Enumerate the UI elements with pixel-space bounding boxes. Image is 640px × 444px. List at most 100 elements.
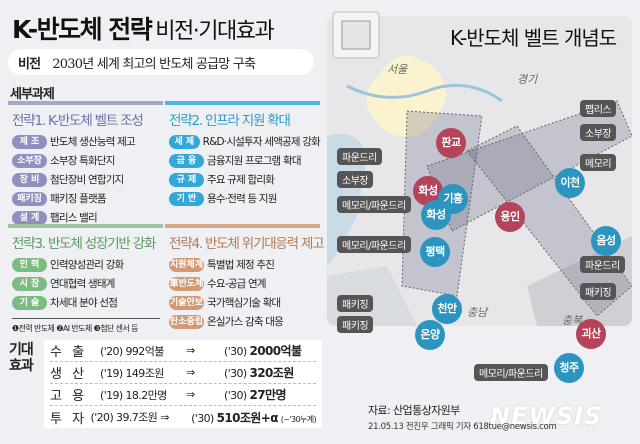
city-pyeongtaek: 평택 bbox=[420, 237, 450, 267]
list-item: 설 계 팹리스 밸리 bbox=[12, 208, 163, 227]
strategy-note: ❶전력 반도체 ❷AI 반도체 ❸첨단 센서 등 bbox=[12, 318, 160, 334]
newsis-logo: NEWSIS bbox=[490, 402, 603, 430]
strategy-1: 전략1. K-반도체 벨트 조성 제 조 반도체 생산능력 제고 소부장 소부장 특… bbox=[8, 101, 163, 227]
tag-badge: 장 비 bbox=[12, 172, 47, 187]
label-sobujang-right: 소부장 bbox=[580, 124, 617, 141]
target-year: ('30) bbox=[224, 389, 247, 402]
page-title: K-반도체 전략 비전·기대효과 bbox=[12, 10, 275, 46]
item-text: 첨단장비 연합기지 bbox=[50, 174, 124, 186]
list-item: 기 술 차세대 분야 선점 bbox=[12, 293, 163, 312]
effect-key: 수 출 bbox=[50, 345, 88, 360]
item-text: 용수·전력 등 지원 bbox=[207, 193, 277, 205]
label-memory-foundry-3: 메모리/파운드리 bbox=[474, 364, 548, 381]
divider bbox=[8, 224, 163, 228]
tag-badge: 탄소중립 bbox=[169, 314, 204, 329]
strategy-2: 전략2. 인프라 지원 확대 세 제 R&D·시설투자 세액공제 강화 금 융 금융… bbox=[165, 101, 321, 208]
tag-badge: 기술안보 bbox=[169, 295, 204, 310]
strategy-3: 전략3. 반도체 성장기반 강화 인 력 인력양성관리 강화 시 장 연대협력 생태… bbox=[8, 224, 163, 334]
arrow-icon: ⇒ bbox=[160, 410, 169, 424]
effect-target: ('30) 27만명 bbox=[224, 386, 287, 403]
arrow-icon: ⇒ bbox=[186, 366, 195, 379]
label-packaging-1: 패키징 bbox=[337, 295, 374, 312]
source-text: 자료: 산업통상자원부 bbox=[368, 404, 460, 417]
item-text: 특별법 제정 추진 bbox=[207, 259, 275, 271]
list-item: 탄소중립 온실가스 감축 대응 bbox=[169, 312, 320, 331]
item-text: 수요-공급 연계 bbox=[207, 278, 266, 290]
item-text: 금융지원 프로그램 확대 bbox=[207, 155, 301, 167]
effects-label-line2: 효과 bbox=[9, 358, 34, 374]
strategy-title: 전략3. 반도체 성장기반 강화 bbox=[12, 236, 156, 252]
effect-key: 고 용 bbox=[50, 389, 88, 404]
region-chungbuk: 충북 bbox=[562, 314, 583, 326]
target-year: ('30) bbox=[224, 345, 247, 358]
tag-badge: 소부장 bbox=[12, 153, 47, 168]
vision-banner: 비전 2030년 세계 최고의 반도체 공급망 구축 bbox=[8, 49, 314, 75]
city-eumseong: 음성 bbox=[591, 226, 621, 256]
vision-label: 비전 bbox=[18, 56, 41, 72]
list-item: 인 력 인력양성관리 강화 bbox=[12, 255, 163, 274]
divider bbox=[165, 224, 320, 228]
effect-base: ('19) 18.2만명 bbox=[100, 388, 167, 402]
label-packaging-2: 패키징 bbox=[337, 316, 374, 333]
city-pangyo: 판교 bbox=[436, 128, 466, 158]
city-giheung: 기흥 bbox=[438, 184, 468, 214]
city-goesan: 괴산 bbox=[576, 319, 606, 349]
list-item: 장 비 첨단장비 연합기지 bbox=[12, 170, 163, 189]
item-text: 주요 규제 합리화 bbox=[207, 174, 275, 186]
list-item: 기 반 용수·전력 등 지원 bbox=[169, 189, 320, 208]
divider bbox=[8, 101, 163, 105]
label-foundry-left: 파운드리 bbox=[337, 148, 382, 165]
section-header: 세부과제 bbox=[10, 87, 55, 102]
target-year: ('30) bbox=[191, 411, 214, 425]
target-note: (~'30누계) bbox=[280, 414, 317, 424]
effect-base: ('19) 149조원 bbox=[100, 366, 164, 380]
divider bbox=[165, 101, 320, 105]
item-text: 차세대 분야 선점 bbox=[50, 297, 118, 309]
effect-target: ('30) 2000억불 bbox=[224, 342, 302, 359]
effect-key: 투 자 bbox=[50, 411, 88, 427]
list-item: 규 제 주요 규제 합리화 bbox=[169, 170, 320, 189]
city-onyang: 온양 bbox=[415, 320, 445, 350]
effect-base: ('20) 992억불 bbox=[100, 344, 164, 358]
item-text: R&D·시설투자 세액공제 강화 bbox=[202, 136, 321, 148]
tag-badge: 지원체계 bbox=[169, 257, 204, 272]
effect-base: ('20) 39.7조원 bbox=[90, 411, 158, 424]
list-item: 금 융 금융지원 프로그램 확대 bbox=[169, 151, 320, 170]
item-text: 패키징 플랫폼 bbox=[50, 193, 106, 205]
effects-label: 기대 효과 bbox=[9, 342, 34, 374]
list-item: 제 조 반도체 생산능력 제고 bbox=[12, 132, 163, 151]
target-value: 2000억불 bbox=[249, 344, 302, 358]
table-row: 수 출 ('20) 992억불 ⇒ ('30) 2000억불 bbox=[50, 340, 316, 362]
list-item: 소부장 소부장 특화단지 bbox=[12, 151, 163, 170]
label-foundry-right: 파운드리 bbox=[580, 256, 625, 273]
item-text: 국가핵심기술 확대 bbox=[207, 297, 281, 309]
list-item: 패키징 패키징 플랫폼 bbox=[12, 189, 163, 208]
target-value: 320조원 bbox=[249, 366, 295, 380]
tag-badge: 기 술 bbox=[12, 295, 47, 310]
arrow-icon: ⇒ bbox=[186, 344, 195, 357]
table-row: 고 용 ('19) 18.2만명 ⇒ ('30) 27만명 bbox=[50, 384, 316, 406]
chip-icon bbox=[327, 4, 385, 66]
map-title: K-반도체 벨트 개념도 bbox=[450, 26, 617, 50]
tag-badge: 설 계 bbox=[12, 210, 47, 225]
list-item: 지원체계 특별법 제정 추진 bbox=[169, 255, 320, 274]
item-text: 반도체 생산능력 제고 bbox=[50, 136, 136, 148]
credit-text: 21.05.13 전진우 그래픽 기자 618tue@newsis.com bbox=[368, 422, 557, 432]
item-text: 소부장 특화단지 bbox=[50, 155, 115, 167]
label-packaging-right: 패키징 bbox=[580, 283, 617, 300]
effects-label-line1: 기대 bbox=[9, 342, 34, 358]
tag-badge: 기 반 bbox=[169, 191, 204, 206]
arrow-icon: ⇒ bbox=[186, 388, 195, 401]
city-cheongju: 청주 bbox=[554, 353, 584, 383]
strategy-title: 전략1. K-반도체 벨트 조성 bbox=[12, 113, 144, 129]
tag-badge: 車반도체 bbox=[169, 276, 204, 291]
target-value: 510조원+α bbox=[216, 410, 279, 425]
title-sub: 비전·기대효과 bbox=[155, 19, 274, 44]
item-text: 팹리스 밸리 bbox=[50, 212, 98, 224]
tag-badge: 인 력 bbox=[12, 257, 47, 272]
tag-badge: 제 조 bbox=[12, 134, 47, 149]
city-cheonan: 천안 bbox=[432, 294, 462, 324]
region-seoul: 서울 bbox=[387, 63, 408, 76]
tag-badge: 시 장 bbox=[12, 276, 47, 291]
label-fabless: 팹리스 bbox=[580, 100, 617, 117]
